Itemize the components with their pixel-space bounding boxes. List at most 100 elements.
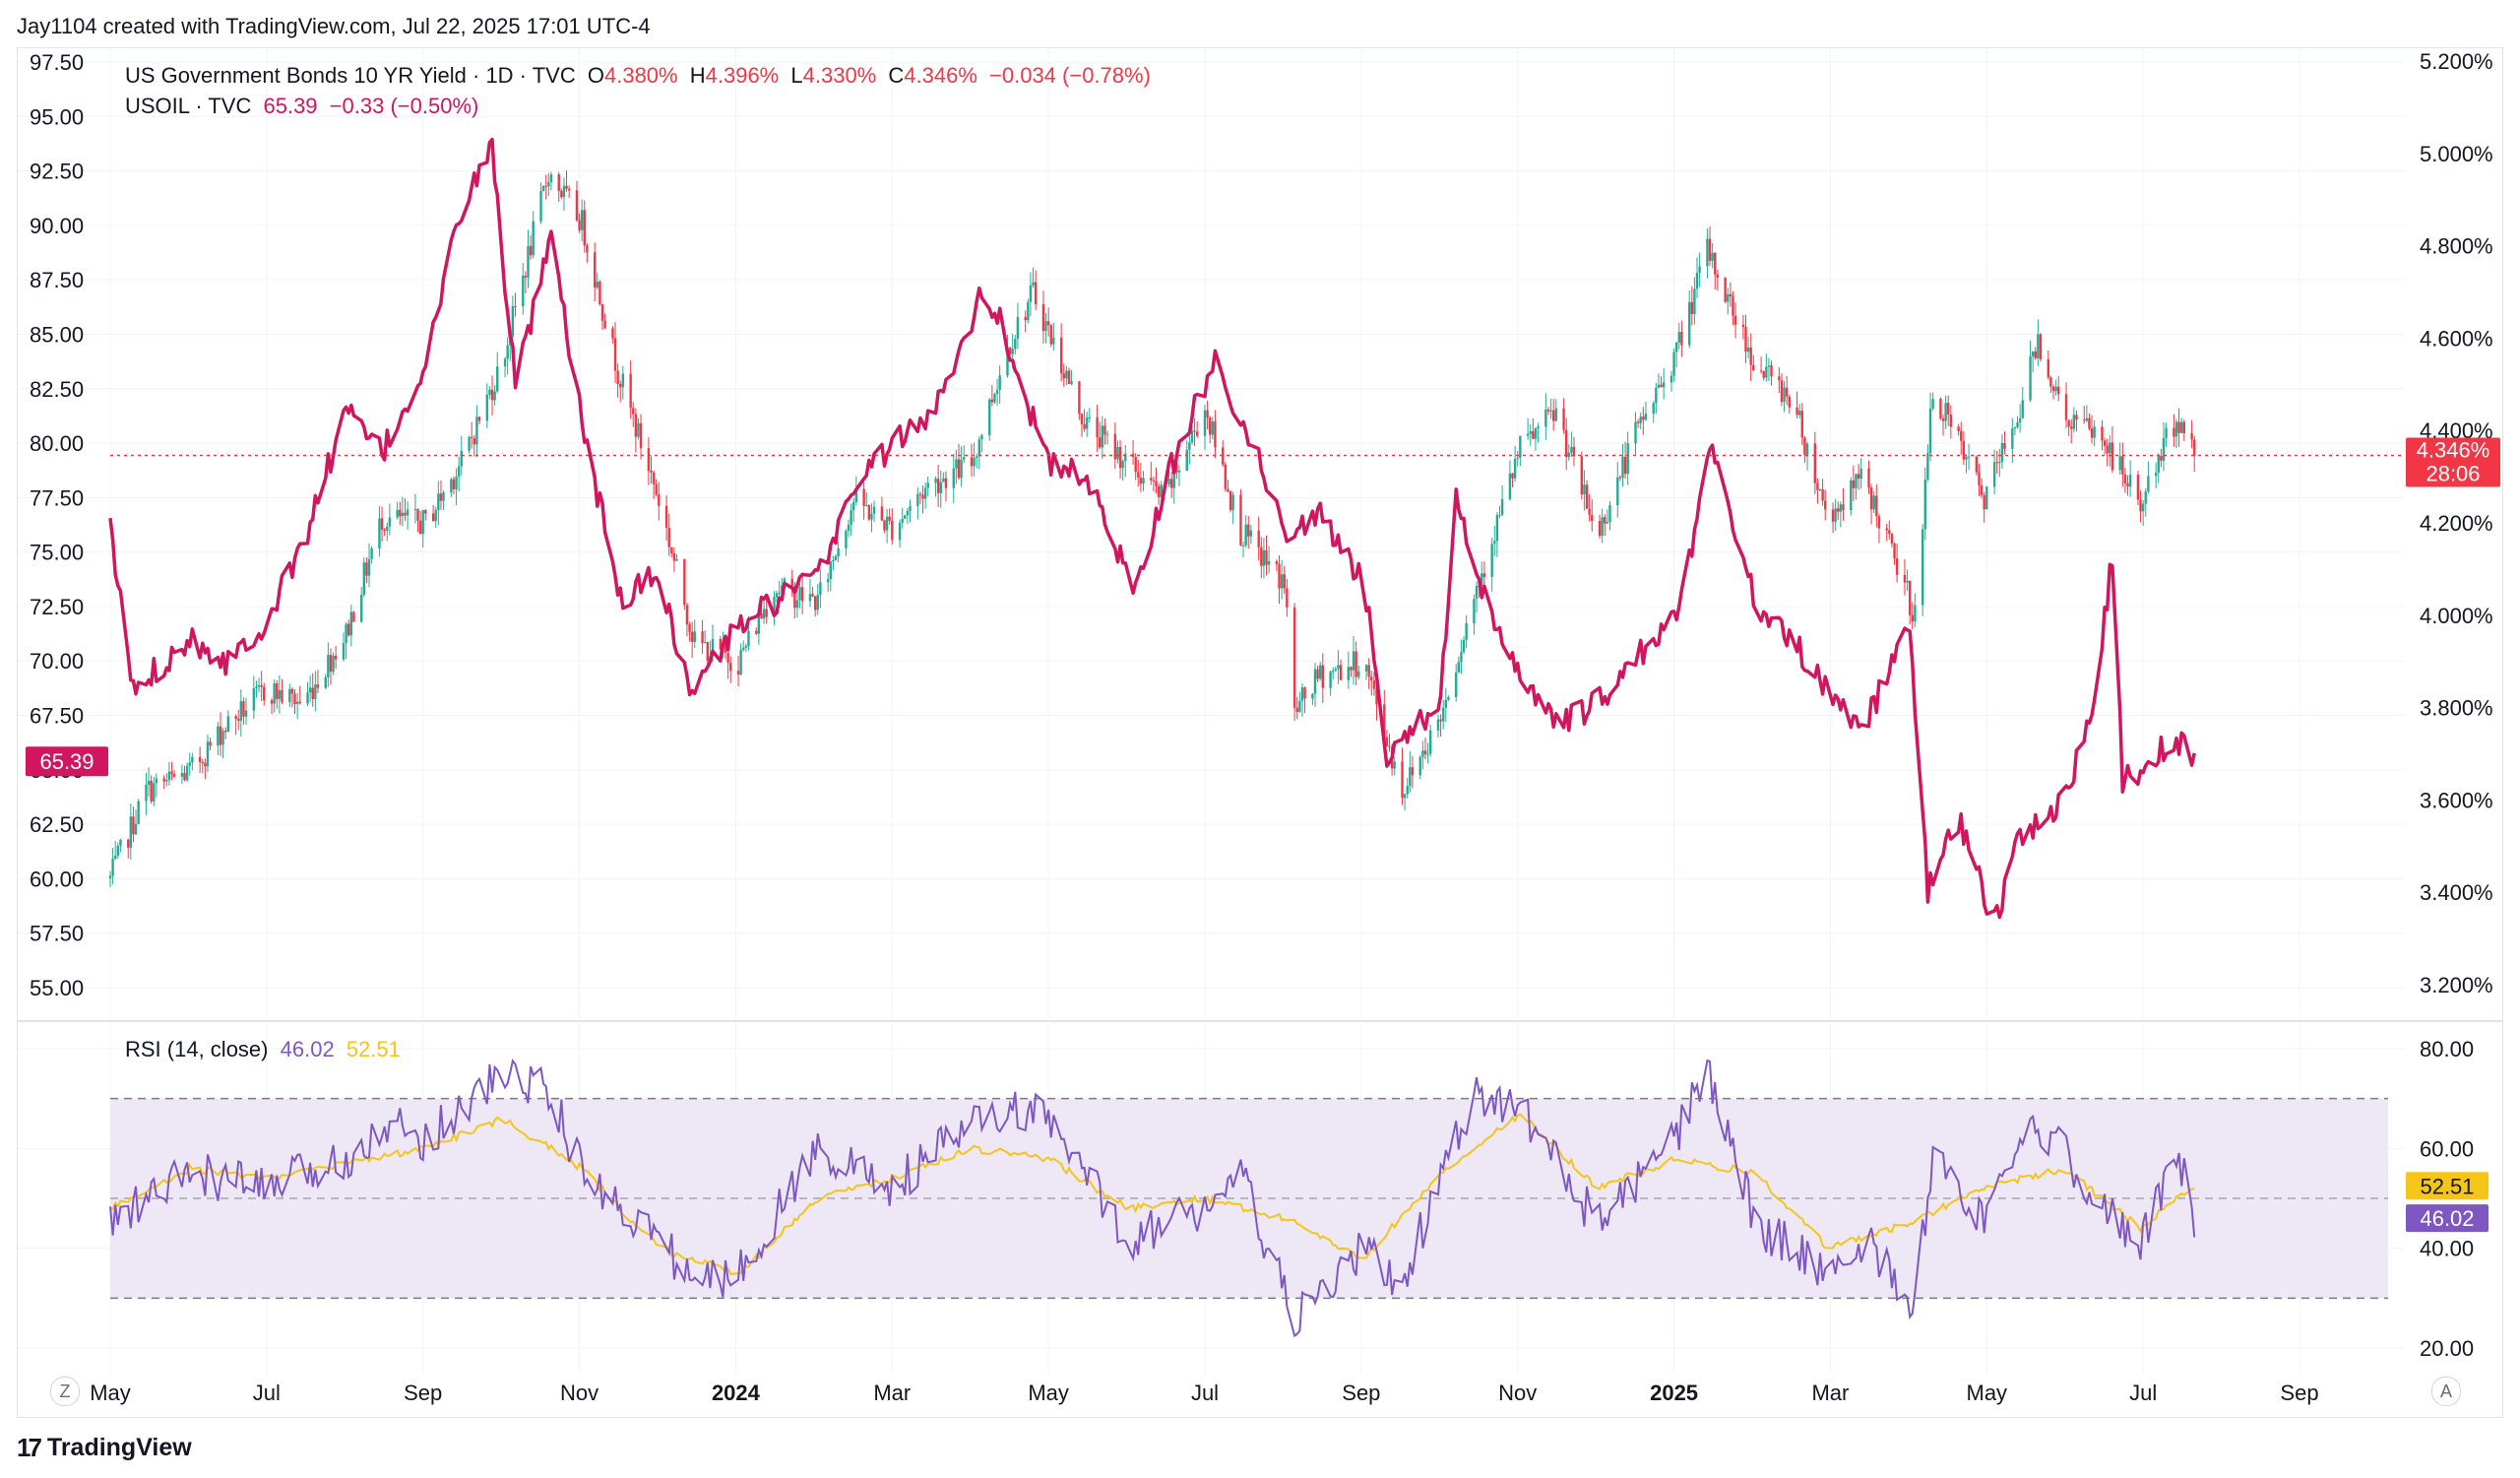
right-axis-tick-label: 4.600% [2420, 326, 2493, 351]
bond-candle [1698, 266, 1701, 274]
bond-candle [1185, 449, 1188, 472]
bond-candle [1606, 522, 1609, 524]
bond-candle [255, 686, 258, 689]
bond-candle [1785, 387, 1789, 397]
rsi-legend[interactable]: RSI (14, close) 46.02 52.51 [125, 1037, 407, 1062]
bond-candle [457, 466, 461, 478]
bond-candle [586, 245, 589, 253]
bond-candle [406, 509, 410, 516]
bond-candle [652, 472, 656, 484]
bond-candle [1118, 446, 1122, 469]
bond-candle [2085, 418, 2089, 421]
bond-candle [1839, 504, 1843, 512]
time-axis-tick-label: 2024 [712, 1381, 761, 1405]
bond-candle [901, 518, 904, 523]
oil-legend[interactable]: USOIL · TVC 65.39 −0.33 (−0.50%) [125, 94, 484, 119]
bond-candle [365, 562, 368, 576]
bond-candle [1303, 687, 1306, 699]
bond-candle [977, 439, 981, 457]
bond-candle [1247, 524, 1250, 537]
bond-candle [437, 493, 440, 511]
oil-legend-change: −0.33 (−0.50%) [329, 94, 479, 118]
bond-candle [1885, 528, 1888, 531]
left-axis-tick-label: 70.00 [30, 649, 84, 674]
bond-candle [165, 780, 168, 782]
bond-candle [396, 509, 399, 518]
bond-candle [2177, 421, 2180, 433]
bond-candle [955, 459, 958, 469]
bond-candle [1137, 472, 1140, 479]
oil-legend-value: 65.39 [263, 94, 318, 118]
bond-candle [1978, 472, 1981, 485]
bond-candle [290, 688, 294, 694]
bond-countdown-text: 28:06 [2426, 462, 2480, 486]
bond-candle [719, 638, 723, 650]
bond-candle [1203, 410, 1207, 436]
time-axis-tick-label: Nov [1498, 1381, 1537, 1405]
bond-candle [1339, 665, 1343, 680]
tradingview-logo[interactable]: 17 TradingView [17, 1433, 192, 1463]
bond-candle [1249, 530, 1253, 537]
bond-candle [706, 642, 709, 662]
bond-candle [475, 417, 478, 445]
bond-candle [1041, 303, 1045, 332]
bond-candle [2141, 503, 2145, 512]
bond-candle [852, 502, 855, 511]
bond-candle [1687, 301, 1691, 346]
right-axis-tick-label: 4.200% [2420, 511, 2493, 536]
bond-candle [162, 778, 165, 782]
auto-scale-button[interactable]: A [2431, 1377, 2461, 1406]
bond-candle [1644, 414, 1648, 420]
bond-change: −0.034 (−0.78%) [989, 63, 1151, 88]
bond-candle [1752, 364, 1755, 371]
axis-zoom-button[interactable]: Z [50, 1377, 80, 1406]
bond-candle [1944, 403, 1947, 421]
bond-candle [127, 839, 130, 848]
bond-candle [621, 373, 625, 388]
left-axis-tick-label: 85.00 [30, 322, 84, 347]
oil-price-badge-text: 65.39 [39, 749, 94, 774]
bond-candle [865, 505, 868, 507]
bond-candle [450, 479, 453, 493]
time-axis-tick-label: May [1028, 1381, 1069, 1405]
bond-candle [1616, 477, 1619, 506]
bond-candle [2016, 421, 2019, 427]
bond-candle [1875, 495, 1878, 517]
bond-candle [575, 190, 579, 221]
bond-candle [424, 509, 427, 514]
bond-candle [1714, 252, 1717, 275]
bond-candle [1680, 332, 1683, 346]
tradingview-logo-text: TradingView [46, 1434, 192, 1461]
bond-candle [180, 773, 184, 777]
chart-attribution: Jay1104 created with TradingView.com, Ju… [17, 14, 651, 38]
time-axis-tick-label: May [1967, 1381, 2008, 1405]
time-axis-tick-label: Jul [253, 1381, 281, 1405]
bond-candle [2064, 394, 2068, 420]
bond-candle [593, 252, 597, 288]
bond-candle [1211, 421, 1215, 435]
bond-candle [1618, 477, 1622, 479]
bond-candle [1370, 676, 1373, 681]
bond-candle [1995, 462, 1998, 464]
bond-candle [1544, 409, 1547, 427]
right-axis-tick-label: 3.800% [2420, 696, 2493, 721]
bond-candle [2090, 428, 2094, 438]
bond-candle [349, 611, 352, 636]
bond-candle [2011, 428, 2014, 449]
bond-candle [1357, 671, 1360, 677]
bond-candle [832, 559, 835, 562]
bond-candle [1121, 461, 1124, 469]
bond-candle [1444, 699, 1447, 708]
bond-candle [862, 488, 865, 506]
bond-candle [198, 756, 202, 762]
bond-candle [1329, 672, 1332, 688]
bond-legend[interactable]: US Government Bonds 10 YR Yield · 1D · T… [125, 63, 1157, 89]
bond-candle [1152, 480, 1156, 482]
bond-candle [1014, 339, 1017, 350]
bond-high-value: 4.396% [705, 63, 780, 88]
bond-candle [1783, 387, 1786, 403]
bond-candle [829, 561, 832, 580]
bond-candle [1744, 327, 1747, 353]
bond-candle [1534, 427, 1538, 439]
